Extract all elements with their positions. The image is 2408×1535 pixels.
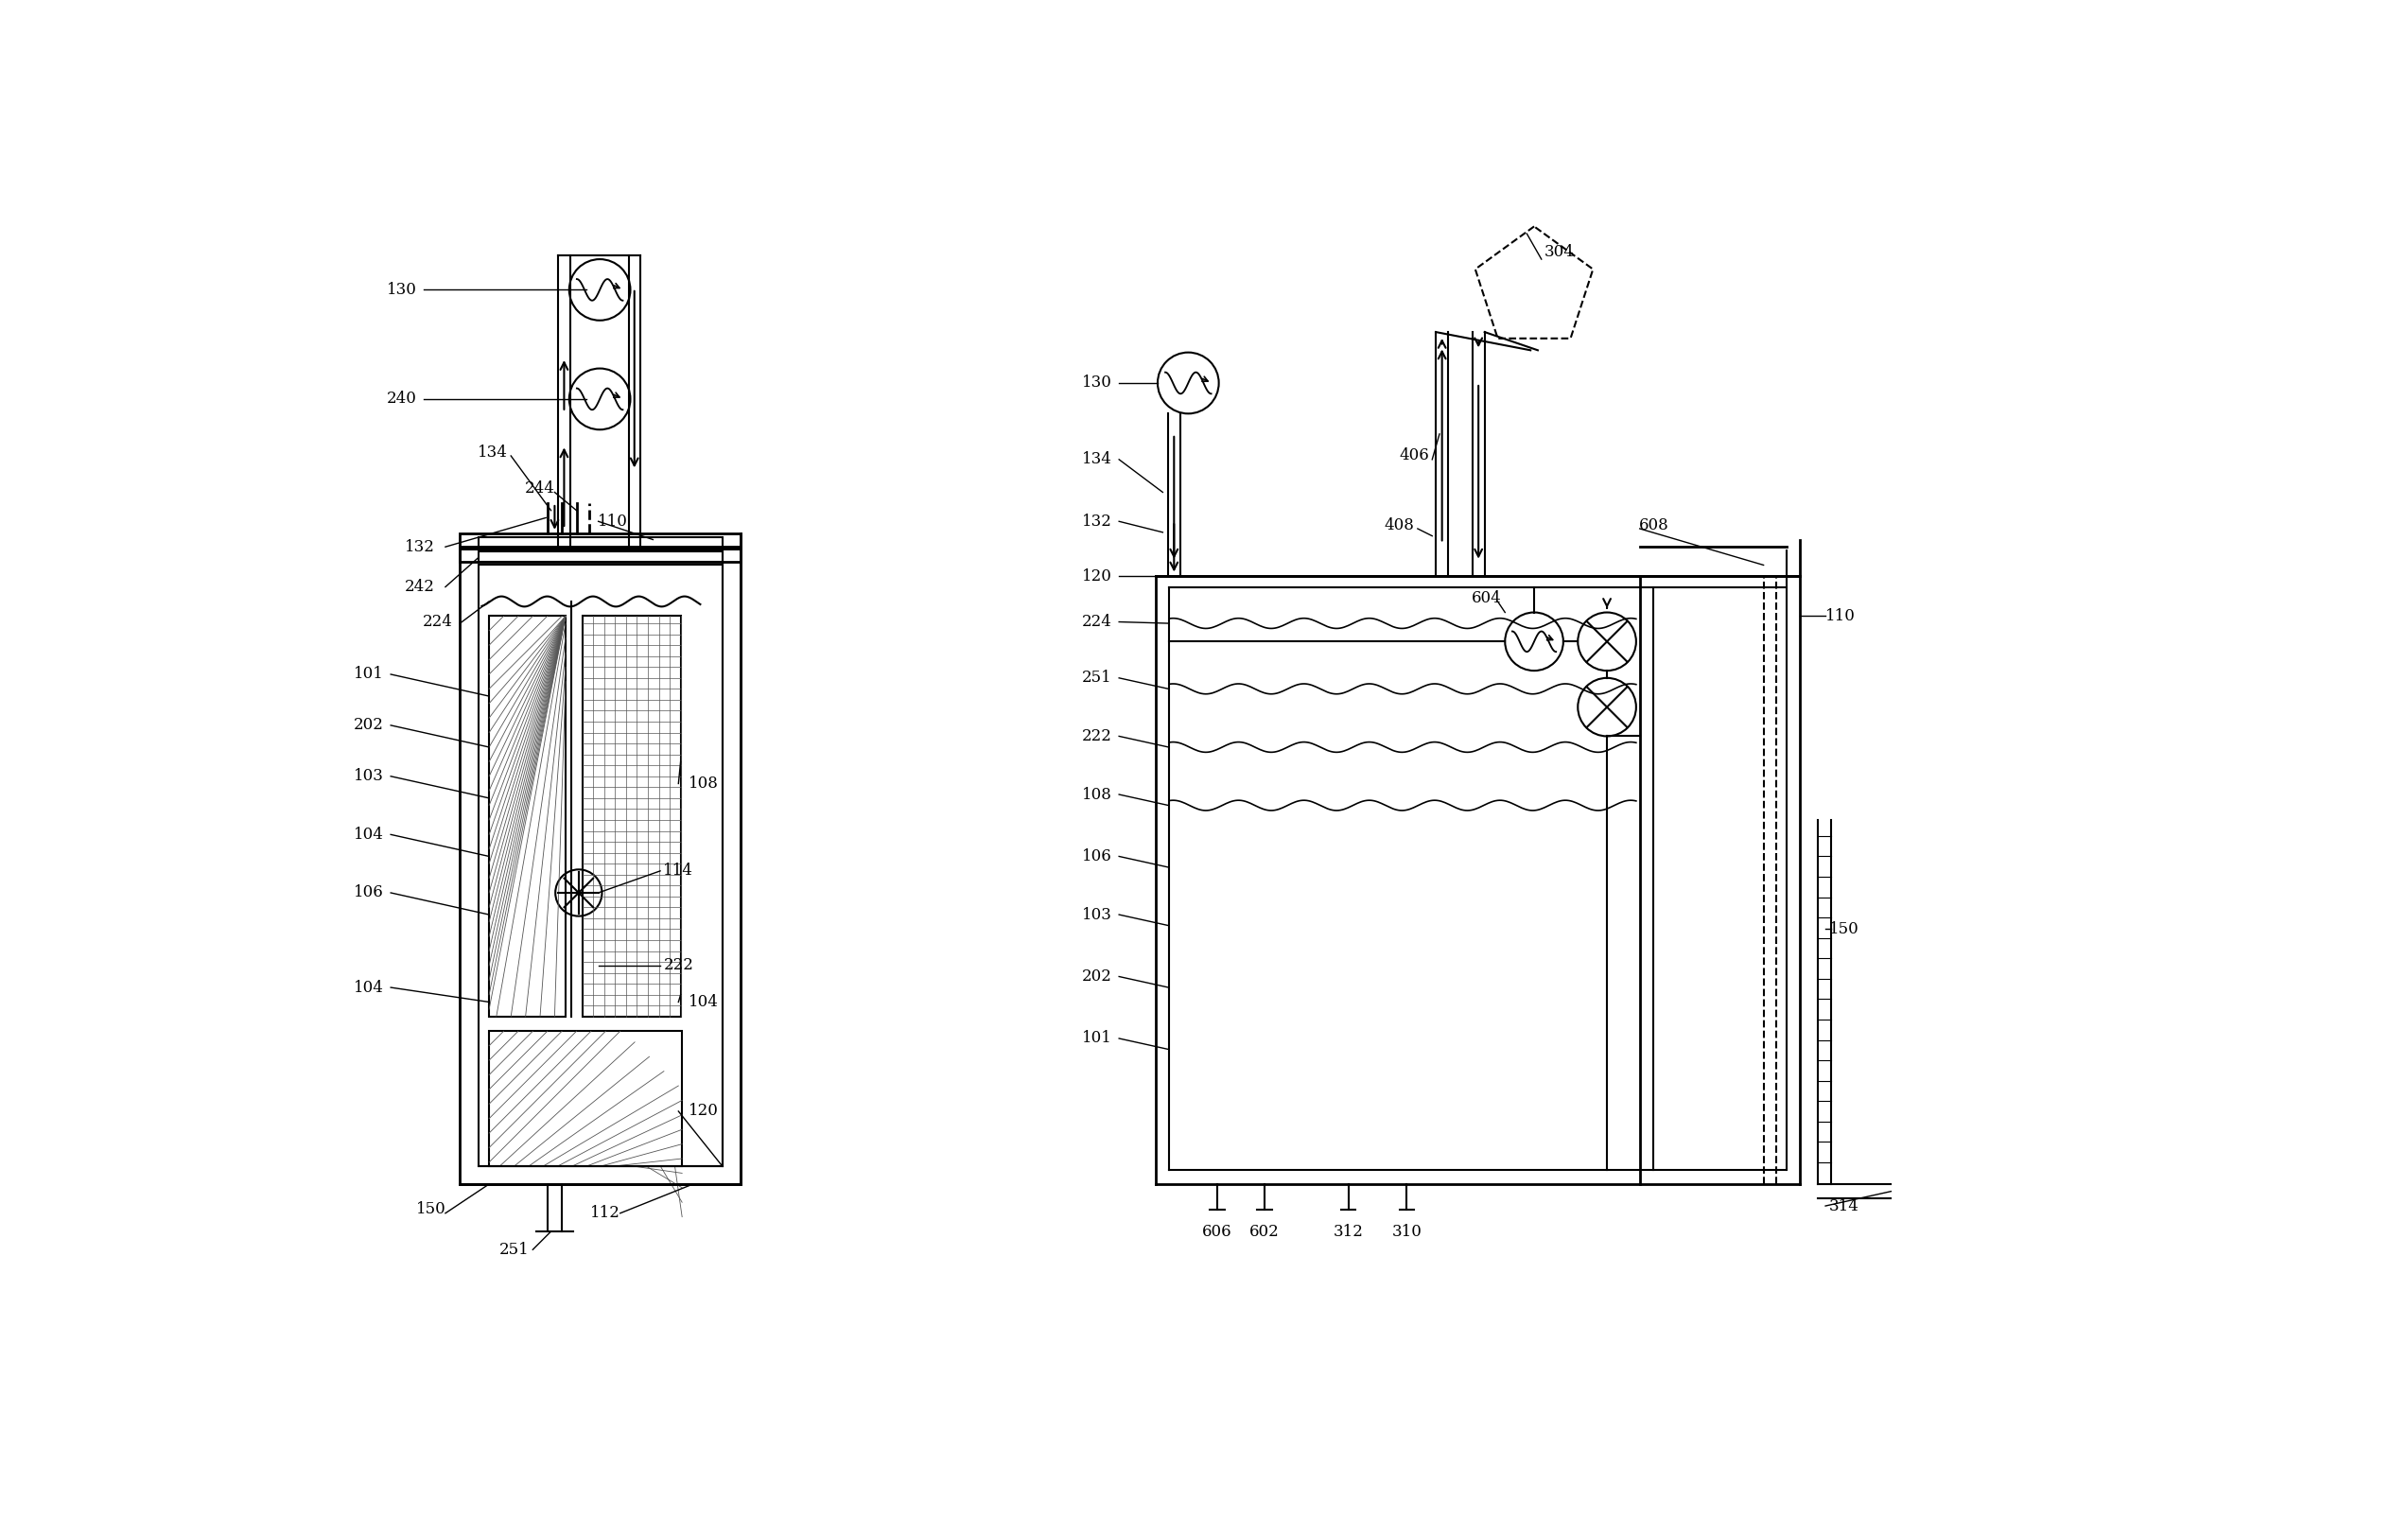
Bar [489,616,566,1016]
Text: 104: 104 [354,826,383,843]
Bar [479,537,722,548]
Text: 130: 130 [1081,375,1112,391]
Text: 132: 132 [405,539,436,556]
Text: 242: 242 [405,579,436,596]
Text: 240: 240 [388,391,417,407]
Text: 606: 606 [1202,1223,1233,1239]
Text: 202: 202 [1081,969,1112,984]
Text: 108: 108 [689,775,720,792]
Text: 103: 103 [1081,907,1112,923]
Bar [460,534,739,548]
Text: 222: 222 [662,958,694,973]
Text: 251: 251 [1081,669,1112,686]
Text: 312: 312 [1334,1223,1363,1239]
Text: 114: 114 [662,863,694,880]
Text: 106: 106 [354,884,383,901]
Text: 104: 104 [689,995,720,1010]
Bar [489,1032,681,1167]
Bar [460,546,739,1183]
Text: 110: 110 [1825,608,1854,625]
Text: 222: 222 [1081,728,1112,744]
Text: 224: 224 [1081,614,1112,629]
Text: 106: 106 [1081,849,1112,864]
Bar [460,548,739,562]
Text: 132: 132 [1081,513,1112,530]
Text: 202: 202 [354,717,383,734]
Bar [479,551,722,562]
Text: 314: 314 [1828,1197,1859,1214]
Text: 604: 604 [1471,589,1503,606]
Text: 244: 244 [525,480,556,497]
Text: 130: 130 [388,282,417,298]
Text: 103: 103 [354,768,383,784]
Text: 251: 251 [498,1242,530,1257]
Text: 310: 310 [1392,1223,1421,1239]
Bar [479,565,722,1167]
Text: 608: 608 [1640,517,1669,533]
Text: 120: 120 [689,1104,720,1119]
Text: 602: 602 [1250,1223,1279,1239]
Text: 120: 120 [1081,568,1112,583]
Text: 224: 224 [424,614,453,629]
Text: 304: 304 [1544,244,1575,259]
Text: 112: 112 [590,1205,621,1222]
Text: 101: 101 [1081,1030,1112,1047]
Text: 408: 408 [1385,517,1413,533]
Text: 134: 134 [1081,451,1112,468]
Text: 134: 134 [477,444,508,460]
Text: 108: 108 [1081,786,1112,803]
Text: 104: 104 [354,979,383,996]
Text: 101: 101 [354,666,383,683]
Text: 406: 406 [1399,448,1428,464]
Text: 110: 110 [597,513,628,530]
Bar [583,616,681,1016]
Text: 150: 150 [417,1202,445,1217]
Text: 150: 150 [1828,921,1859,938]
